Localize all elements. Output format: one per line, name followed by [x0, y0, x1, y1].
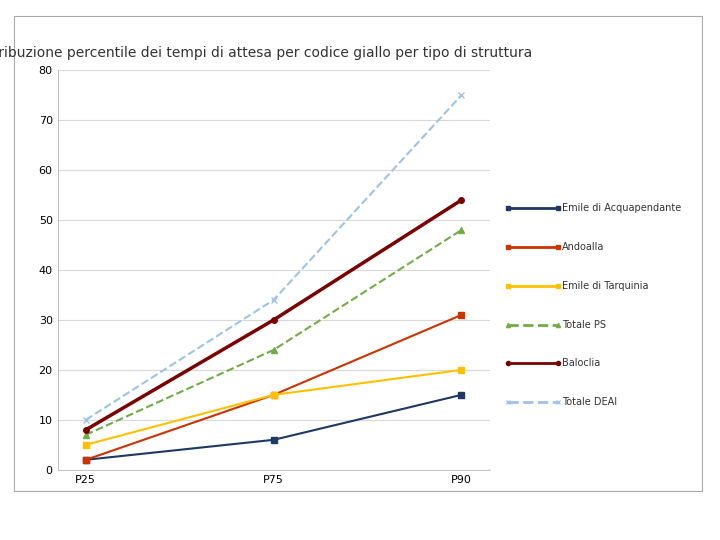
Text: Totale DEAI: Totale DEAI — [562, 397, 617, 407]
Text: Baloclia: Baloclia — [562, 359, 600, 368]
Text: Emile di Acquapendante: Emile di Acquapendante — [562, 203, 681, 213]
Text: Emile di Tarquinia: Emile di Tarquinia — [562, 281, 648, 291]
Text: 30/11/13: 30/11/13 — [646, 519, 702, 532]
Text: Andoalla: Andoalla — [562, 242, 604, 252]
Text: Totale PS: Totale PS — [562, 320, 606, 329]
Text: Distribuzione percentile dei tempi di attesa per codice giallo per tipo di strut: Distribuzione percentile dei tempi di at… — [0, 46, 533, 60]
